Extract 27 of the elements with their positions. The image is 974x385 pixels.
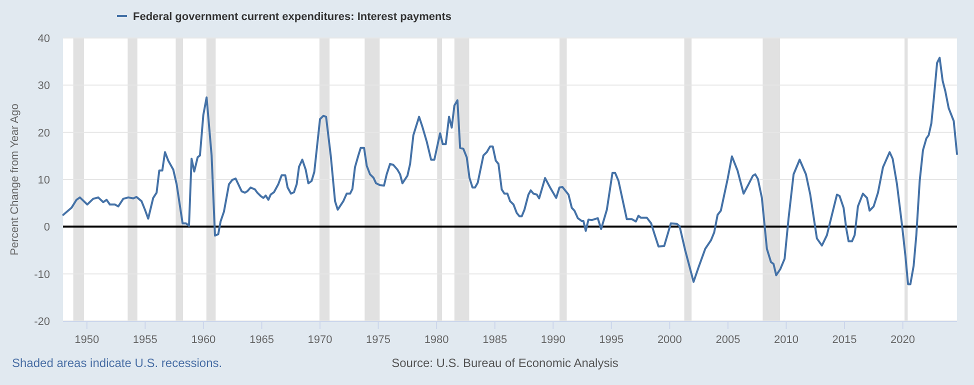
x-tick-label: 2005: [716, 334, 740, 346]
text: Shaded areas indicate U.S. recessions.: [12, 356, 222, 370]
legend-label: Federal government current expenditures: Interest payments: [133, 11, 452, 23]
y-tick-label: 20: [38, 127, 50, 140]
source-note: Source: U.S. Bureau of Economic Analysis: [392, 356, 618, 370]
y-tick-label: 10: [38, 174, 50, 186]
x-tick-label: 2010: [774, 334, 798, 346]
x-tick-label: 2020: [890, 334, 916, 346]
y-tick-label: -20: [34, 316, 50, 328]
y-tick-label: -10: [34, 268, 50, 281]
x-tick-label: 1990: [540, 334, 566, 346]
x-tick-label: 1965: [249, 334, 274, 346]
x-tick-label: 1975: [366, 334, 391, 346]
y-tick-label: 0: [44, 222, 50, 234]
y-tick-label: 30: [38, 80, 50, 92]
y-axis-title: Percent Change from Year Ago: [9, 104, 21, 256]
x-tick-label: 2000: [657, 334, 682, 346]
x-tick-label: 1970: [308, 334, 332, 346]
x-tick-label: 1985: [482, 334, 508, 346]
x-tick-label: 1995: [599, 334, 624, 346]
y-tick-label: 40: [38, 33, 50, 45]
x-tick-label: 1950: [74, 334, 100, 346]
x-tick-label: 1960: [191, 334, 216, 346]
line-series: [62, 56, 958, 286]
x-tick-label: 2015: [832, 334, 857, 346]
x-tick-label: 1980: [424, 334, 449, 346]
x-tick-label: 1955: [132, 334, 158, 346]
